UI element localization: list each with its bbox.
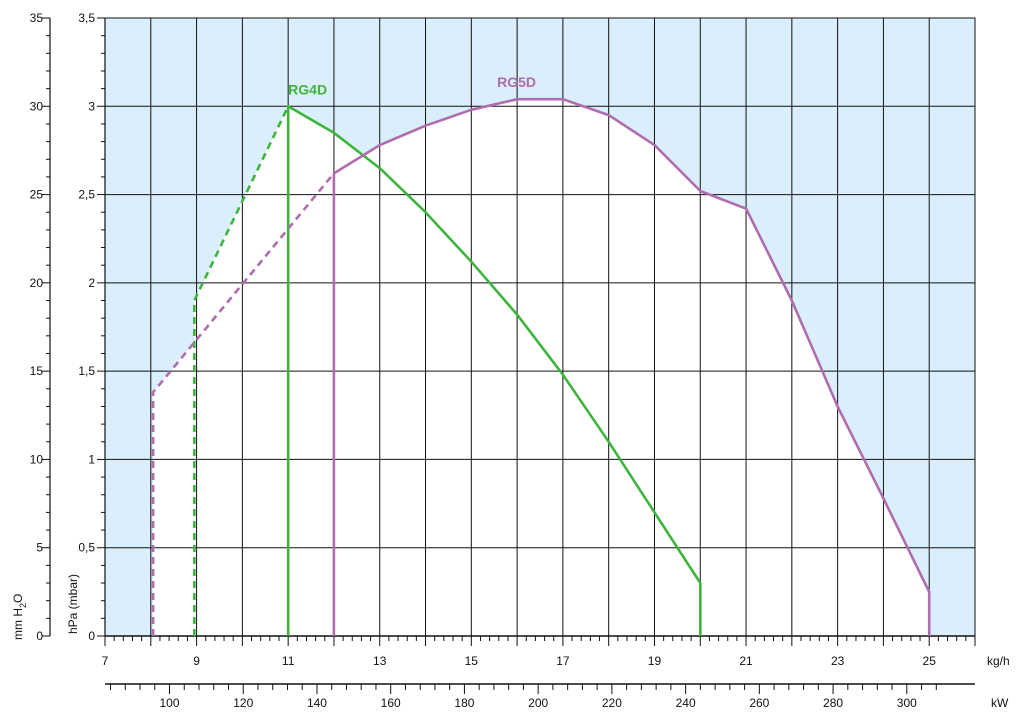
series-rg5d-dashed (151, 172, 335, 636)
y-tick-label-hpa: 0 (88, 629, 95, 643)
x-tick-label-kw: 260 (749, 696, 769, 710)
x-tick-label-kw: 120 (233, 696, 253, 710)
axes (42, 17, 976, 694)
y-tick-label-mmh2o: 35 (30, 11, 44, 25)
x-tick-label-kgh: 7 (102, 654, 109, 668)
y-tick-label-hpa: 2 (88, 276, 95, 290)
x-tick-label-kgh: 15 (465, 654, 479, 668)
x-tick-label-kw: 220 (602, 696, 622, 710)
x-tick-label-kgh: 11 (282, 654, 295, 668)
x-tick-label-kgh: 13 (373, 654, 387, 668)
y-tick-label-hpa: 1,5 (78, 364, 95, 378)
x-tick-label-kw: 280 (823, 696, 843, 710)
series-layer (151, 97, 931, 636)
y-tick-label-hpa: 2,5 (78, 188, 95, 202)
y-tick-label-mmh2o: 15 (30, 364, 44, 378)
x-tick-label-kw: 100 (159, 696, 179, 710)
y-axis-label-hpa: hPa (mbar) (66, 574, 80, 634)
y-tick-label-mmh2o: 5 (36, 541, 43, 555)
series-label-rg5d: RG5D (497, 74, 536, 90)
x-axis-unit-kw: kW (991, 696, 1009, 710)
series-label-rg4d: RG4D (288, 81, 327, 97)
y-tick-label-mmh2o: 10 (30, 452, 44, 466)
y-axis-label-mmh2o: mm H2O (11, 594, 28, 640)
x-tick-label-kgh: 25 (923, 654, 937, 668)
x-tick-label-kw: 140 (307, 696, 327, 710)
x-tick-label-kgh: 17 (556, 654, 570, 668)
x-tick-label-kgh: 23 (831, 654, 845, 668)
x-tick-label-kgh: 21 (739, 654, 753, 668)
envelope-rg5d (153, 99, 930, 636)
y-tick-label-mmh2o: 20 (30, 276, 44, 290)
x-tick-label-kw: 240 (676, 696, 696, 710)
x-axis-unit-kgh: kg/h (987, 654, 1010, 668)
y-tick-label-hpa: 0,5 (78, 541, 95, 555)
y-tick-label-mmh2o: 0 (36, 629, 43, 643)
series-rg4d-dashed (193, 105, 290, 636)
y-tick-label-mmh2o: 30 (30, 99, 44, 113)
series-rg5d-solid (332, 97, 931, 636)
x-tick-label-kw: 160 (381, 696, 401, 710)
y-tick-label-hpa: 3 (88, 99, 95, 113)
x-tick-label-kw: 180 (454, 696, 474, 710)
y-tick-label-mmh2o: 25 (30, 188, 44, 202)
x-tick-label-kw: 200 (528, 696, 548, 710)
grid (104, 17, 976, 637)
x-tick-label-kgh: 19 (648, 654, 662, 668)
y-tick-label-hpa: 1 (88, 452, 95, 466)
series-rg4d-solid (286, 105, 702, 636)
y-tick-label-hpa: 3,5 (78, 11, 95, 25)
labels-layer: 0 0,5 1 1,5 2 2,5 3 3,5 0 5 10 15 20 25 30 35 hPa (mbar)… (11, 11, 1010, 710)
x-tick-label-kw: 300 (897, 696, 917, 710)
x-tick-label-kgh: 9 (193, 654, 200, 668)
